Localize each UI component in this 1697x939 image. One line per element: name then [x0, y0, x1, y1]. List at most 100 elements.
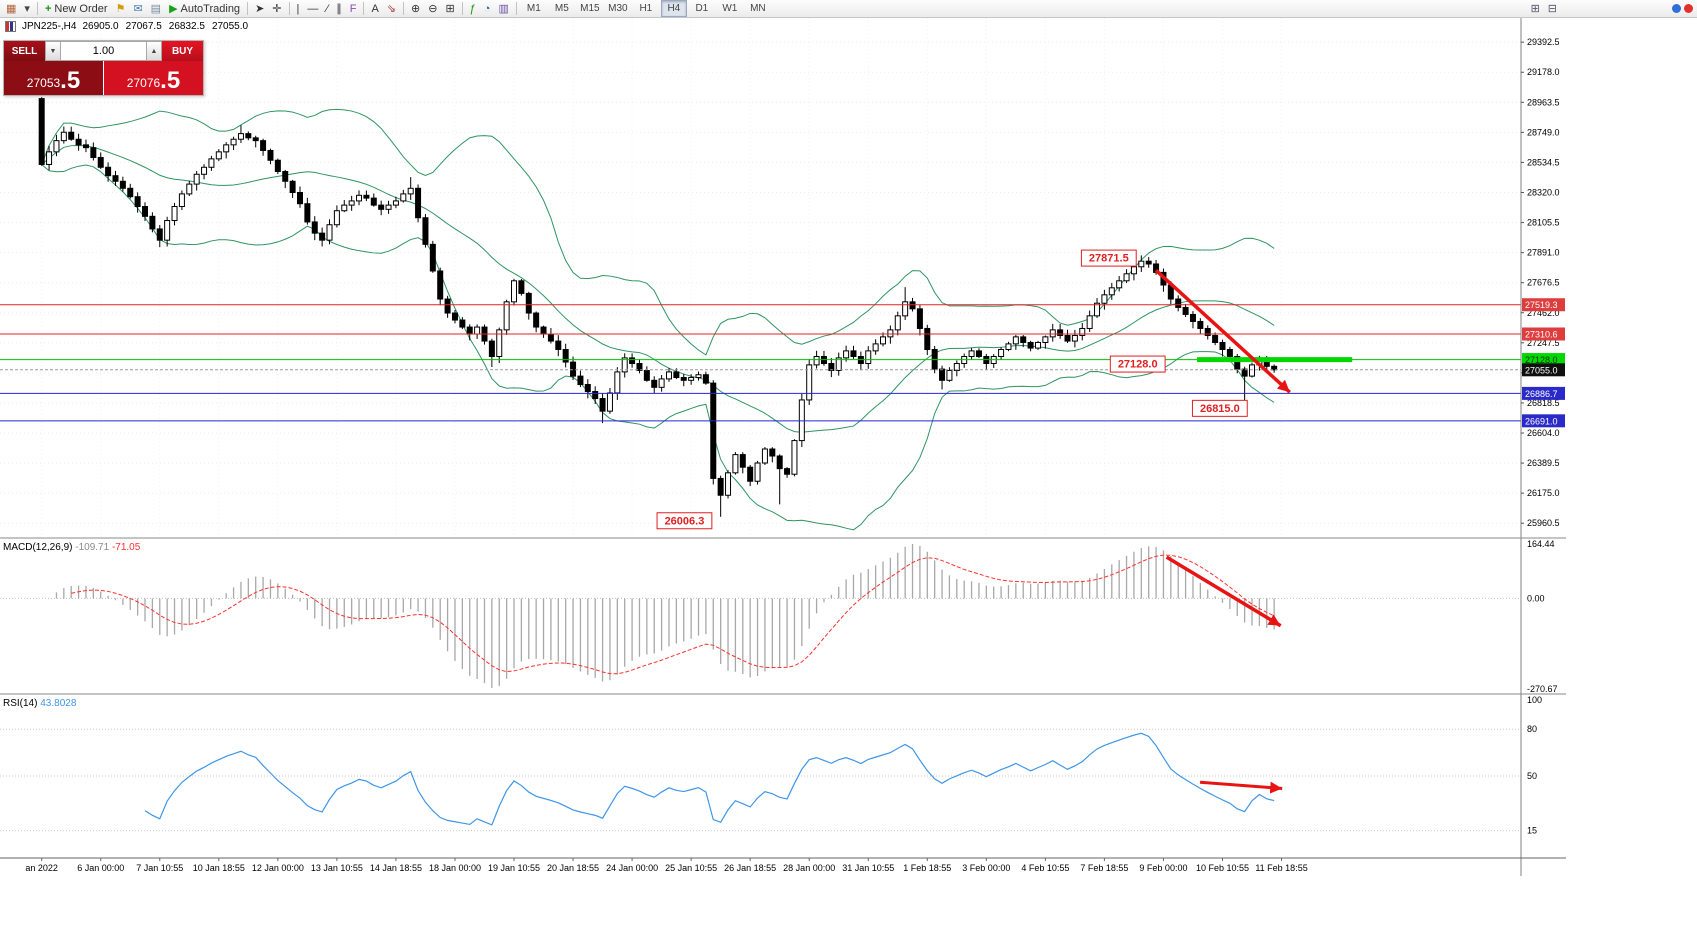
- time-tick-label: 7 Feb 18:55: [1080, 863, 1128, 873]
- bear-candle: [75, 138, 82, 146]
- bull-candle: [164, 220, 171, 241]
- price-tick-label: 26389.5: [1527, 458, 1560, 468]
- timeframe-h1[interactable]: H1: [639, 3, 653, 14]
- bollinger-middle-band: [41, 145, 1275, 433]
- bear-candle: [304, 203, 311, 223]
- chart-dropdown-caret[interactable]: ▾: [21, 1, 33, 17]
- price-annotation[interactable]: 27871.5: [1080, 249, 1137, 267]
- bear-candle: [939, 368, 946, 381]
- trendline-tool-icon[interactable]: ∕: [323, 1, 331, 17]
- price-badge: 27519.3: [1522, 298, 1565, 312]
- bear-candle: [282, 170, 289, 182]
- templates-icon[interactable]: ▥: [495, 1, 511, 17]
- price-tick-label: 26175.0: [1527, 488, 1560, 498]
- symbol-name: JPN225-,H4: [22, 21, 77, 32]
- bull-candle: [887, 329, 894, 338]
- sell-button[interactable]: SELL: [4, 41, 45, 61]
- timeframe-m5[interactable]: M5: [554, 3, 569, 14]
- bull-candle: [223, 144, 230, 153]
- rsi-level-label: 80: [1527, 724, 1537, 734]
- rsi-level-label: 15: [1527, 826, 1537, 836]
- bear-candle: [296, 192, 303, 205]
- price-tick-label: 27891.0: [1527, 248, 1560, 258]
- bollinger-bands: [41, 108, 1275, 531]
- timeframe-h4[interactable]: H4: [660, 0, 687, 17]
- periods-icon[interactable]: ◔: [481, 1, 494, 17]
- bear-candle: [488, 340, 495, 357]
- zoom-in-icon[interactable]: ⊕: [408, 1, 423, 17]
- price-axis[interactable]: 29392.5 29178.0 28963.5 28749.0 28534.5 28320…: [1520, 18, 1566, 876]
- price-annotation[interactable]: 26815.0: [1191, 399, 1248, 417]
- chart-canvas[interactable]: 27871.5 27128.0 26815.0 26006.3 29392.5 29178…: [0, 18, 1566, 876]
- bull-candle: [392, 200, 399, 206]
- bull-candle: [968, 350, 975, 357]
- arrows-tool-icon[interactable]: ⇘: [384, 1, 399, 17]
- alert-icon[interactable]: ⚑: [113, 1, 129, 17]
- bear-candle: [1057, 329, 1064, 336]
- bear-candle: [769, 448, 776, 457]
- macd-axis-label: 164.44: [1527, 539, 1555, 549]
- grid: [0, 18, 1521, 538]
- mailbox-icon[interactable]: ✉: [130, 1, 145, 17]
- vertical-line-tool-icon[interactable]: |: [294, 1, 303, 17]
- bear-candle: [38, 98, 45, 165]
- time-axis[interactable]: an 2022 6 Jan 00:00 7 Jan 10:55 10 Jan 18:5…: [0, 857, 1566, 873]
- trend-arrow-object[interactable]: [1154, 268, 1291, 394]
- macd-histogram: [55, 544, 1275, 688]
- bull-candle: [843, 350, 850, 359]
- volume-increase-button[interactable]: ▲: [146, 41, 162, 61]
- bull-candle: [658, 378, 665, 388]
- window-cascade-icon[interactable]: ⊟: [1547, 3, 1557, 15]
- crosshair-tool-icon[interactable]: ✛: [269, 1, 284, 17]
- price-badge-bg: [1522, 386, 1565, 400]
- sell-price[interactable]: 27053 .5: [4, 61, 103, 95]
- fibonacci-tool-icon[interactable]: F: [347, 1, 360, 17]
- price-axis-bg[interactable]: [1521, 18, 1566, 858]
- text-tool-icon[interactable]: A: [368, 1, 381, 17]
- price-badge: 27128.0: [1522, 353, 1565, 367]
- price-badge-text: 26691.0: [1525, 416, 1558, 426]
- price-tick-label: 28320.0: [1527, 188, 1560, 198]
- news-icon[interactable]: ▤: [148, 1, 164, 17]
- price-annotation[interactable]: 27128.0: [1109, 355, 1166, 373]
- buy-button[interactable]: BUY: [162, 41, 203, 61]
- ohlc-low: 26832.5: [168, 21, 205, 32]
- volume-input[interactable]: [61, 41, 146, 61]
- bull-candle: [348, 200, 355, 206]
- bear-candle: [533, 312, 540, 328]
- bear-candle: [518, 280, 525, 294]
- rsi-arrow-object[interactable]: [1199, 780, 1283, 794]
- channel-tool-icon: ∥: [336, 2, 342, 15]
- cursor-tool-icon[interactable]: ➤: [252, 1, 267, 17]
- autotrading-button[interactable]: ▶ AutoTrading: [166, 1, 243, 17]
- volume-decrease-button[interactable]: ▼: [45, 41, 61, 61]
- timeframe-w1[interactable]: W1: [722, 3, 738, 14]
- bull-candle: [1138, 260, 1145, 268]
- macd-arrow-object[interactable]: [1165, 555, 1282, 628]
- timeframe-m30[interactable]: M30: [608, 3, 628, 14]
- timeframe-d1[interactable]: D1: [695, 3, 709, 14]
- bull-candle: [806, 364, 813, 401]
- timeframe-mn[interactable]: MN: [750, 3, 766, 14]
- price-annotation[interactable]: 26006.3: [656, 512, 713, 530]
- zoom-out-icon[interactable]: ⊖: [425, 1, 440, 17]
- buy-price[interactable]: 27076 .5: [104, 61, 203, 95]
- bull-candle: [474, 326, 481, 335]
- time-tick-label: 20 Jan 18:55: [547, 863, 599, 873]
- price-badge-text: 27128.0: [1525, 355, 1558, 365]
- chart-window[interactable]: 27871.5 27128.0 26815.0 26006.3 29392.5 29178…: [0, 18, 1697, 939]
- window-tile-icon[interactable]: ⊞: [1530, 3, 1540, 15]
- tile-windows-icon[interactable]: ⊞: [442, 1, 457, 17]
- horizontal-line-tool-icon[interactable]: —: [304, 1, 321, 17]
- timeframe-m1[interactable]: M1: [526, 3, 541, 14]
- bear-candle: [112, 175, 119, 182]
- time-tick-label: 6 Jan 00:00: [77, 863, 124, 873]
- channel-tool-icon[interactable]: ∥: [333, 1, 345, 17]
- time-tick-label: 1 Feb 18:55: [903, 863, 951, 873]
- bull-candle: [193, 173, 200, 185]
- bear-candle: [311, 221, 318, 234]
- new-order-button[interactable]: + New Order: [42, 1, 111, 17]
- new-chart-icon[interactable]: ▦: [3, 1, 19, 17]
- indicators-icon[interactable]: ƒ: [467, 1, 479, 17]
- timeframe-m15[interactable]: M15: [580, 3, 600, 14]
